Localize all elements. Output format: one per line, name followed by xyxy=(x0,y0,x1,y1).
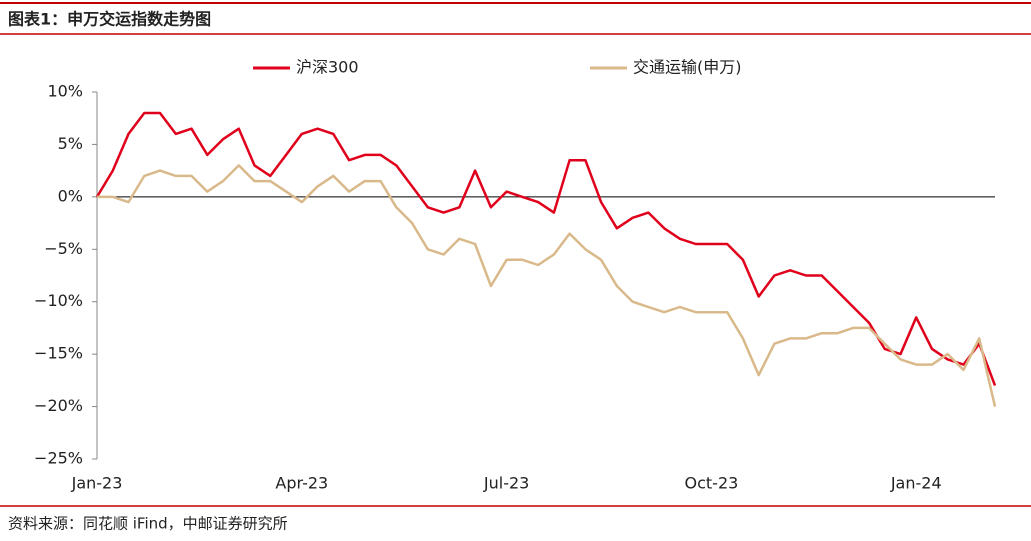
y-tick-label: −15% xyxy=(34,344,83,363)
legend-label: 沪深300 xyxy=(296,58,359,77)
series-line xyxy=(95,111,997,387)
y-tick-label: −25% xyxy=(34,449,83,468)
x-tick-label: Jul-23 xyxy=(483,474,529,493)
legend-label: 交通运输(申万) xyxy=(633,58,742,77)
x-tick-label: Jan-24 xyxy=(890,474,942,493)
source-note: 资料来源：同花顺 iFind，中邮证券研究所 xyxy=(8,515,288,533)
x-tick-label: Oct-23 xyxy=(685,474,739,493)
series-line xyxy=(97,164,997,407)
y-tick-label: 5% xyxy=(58,134,83,153)
y-tick-label: −10% xyxy=(34,291,83,310)
y-tick-label: 10% xyxy=(47,82,83,101)
chart-title: 图表1：申万交运指数走势图 xyxy=(8,10,211,29)
y-tick-label: 0% xyxy=(58,186,83,205)
x-tick-label: Jan-23 xyxy=(71,474,123,493)
y-tick-label: −5% xyxy=(44,239,83,258)
x-tick-label: Apr-23 xyxy=(275,474,328,493)
y-tick-label: −20% xyxy=(34,396,83,415)
